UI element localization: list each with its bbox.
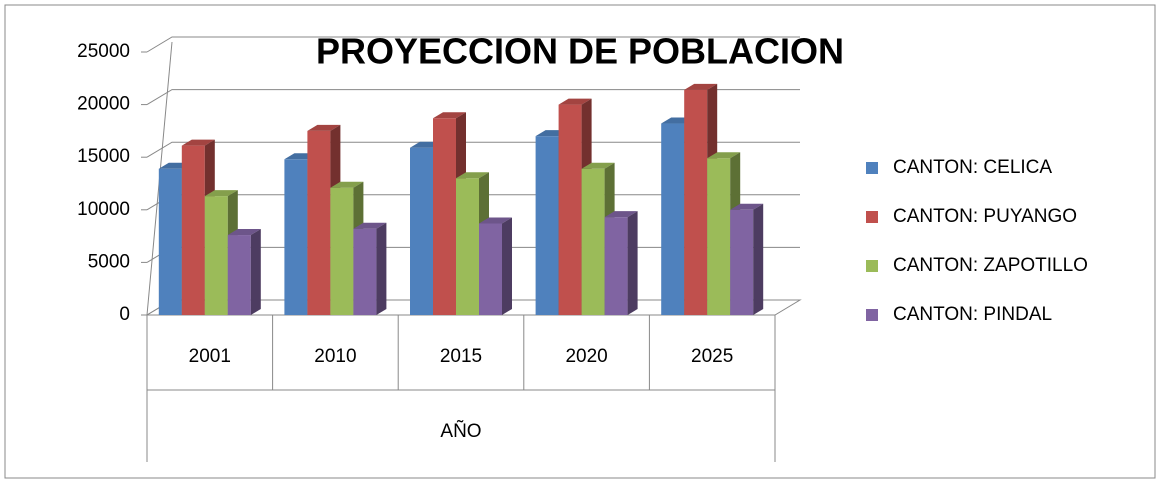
x-tick-label: 2010 (314, 346, 356, 367)
bar-top (330, 181, 364, 188)
bar-front (479, 223, 502, 315)
y-tick-label: 10000 (77, 199, 130, 220)
grid-line (146, 36, 800, 53)
bar-top (433, 112, 466, 119)
y-tick-label: 25000 (77, 41, 130, 62)
bar-side (502, 217, 512, 315)
bar-top (730, 203, 764, 210)
bar-side (376, 222, 387, 315)
bar-side (250, 229, 261, 315)
bar-top (181, 139, 215, 146)
bar-top (204, 190, 238, 197)
bar-front (284, 159, 308, 315)
bar-top (604, 211, 638, 218)
legend-label: CANTON: CELICA (893, 157, 1052, 178)
x-tick-label: 2020 (565, 346, 607, 367)
bar-front (307, 130, 331, 315)
bar-front (227, 235, 251, 315)
legend-swatch (866, 162, 878, 174)
bar-front (410, 147, 433, 315)
bar-front (456, 178, 479, 315)
y-tick-label: 15000 (77, 146, 130, 167)
bar-front (558, 104, 582, 315)
bar (353, 222, 387, 315)
bar-front (661, 123, 685, 315)
legend-label: CANTON: PINDAL (893, 304, 1052, 325)
bar-top (684, 83, 718, 90)
bar-top (227, 229, 261, 236)
legend-label: CANTON: PUYANGO (893, 206, 1077, 227)
bar-front (684, 89, 708, 315)
legend-swatch (866, 260, 878, 272)
y-tick-label: 0 (119, 304, 130, 325)
grid-line (146, 89, 800, 106)
bar-front (181, 145, 205, 315)
bar-front (707, 158, 731, 315)
legend-swatch (866, 211, 878, 223)
bar (227, 229, 261, 315)
bar (730, 203, 764, 315)
bar (479, 217, 512, 315)
bar-front (581, 168, 605, 315)
bar-side (627, 211, 638, 315)
bar-top (581, 162, 615, 169)
bar-front (730, 209, 754, 315)
bar-top (353, 222, 387, 229)
bar-front (353, 228, 377, 315)
x-tick-label: 2001 (189, 346, 231, 367)
legend-label: CANTON: ZAPOTILLO (893, 255, 1088, 276)
bar-side (753, 203, 764, 315)
legend-swatch (866, 309, 878, 321)
bar-front (433, 118, 456, 315)
bar-top (307, 124, 341, 131)
bar-front (330, 187, 354, 315)
bar (604, 211, 638, 315)
bar-front (604, 217, 628, 315)
y-tick-label: 5000 (88, 251, 130, 272)
x-tick-label: 2025 (691, 346, 733, 367)
x-tick-label: 2015 (440, 346, 482, 367)
x-axis-label: AÑO (440, 420, 481, 442)
y-tick-label: 20000 (77, 94, 130, 115)
bar-front (158, 168, 182, 315)
bar-front (204, 196, 228, 315)
bar-top (479, 217, 512, 224)
bar-top (707, 152, 741, 159)
bar-top (456, 172, 489, 179)
bar-top (558, 98, 592, 105)
bar-front (535, 136, 559, 315)
